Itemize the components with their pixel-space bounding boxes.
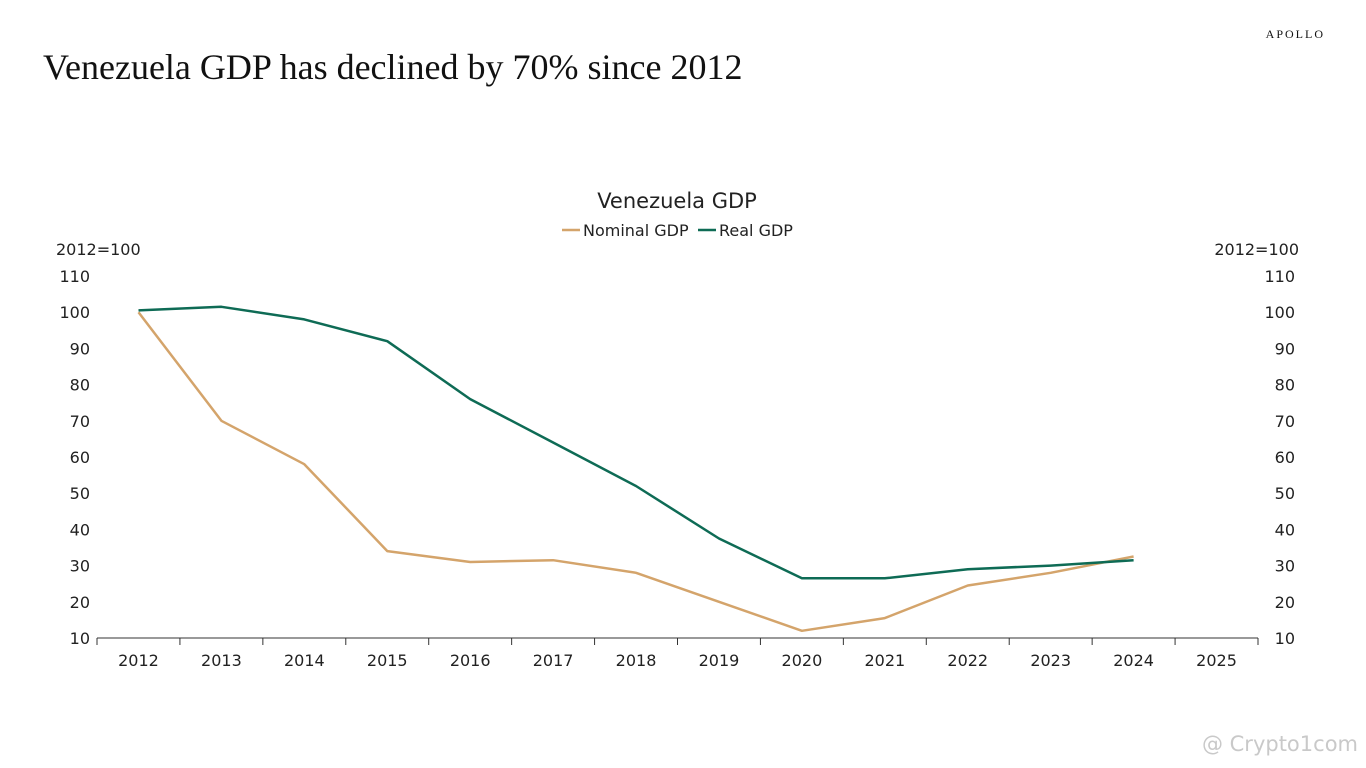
series-layer: [137, 305, 1134, 633]
y-tick-label-left: 10: [70, 629, 90, 648]
y-tick-label-left: 60: [70, 448, 90, 467]
y-axis-right: 10 20 30 40 50 60 70 80 90 100 110: [1264, 267, 1295, 648]
brand-logo: APOLLO: [1265, 27, 1325, 41]
x-tick-label: 2025: [1196, 651, 1237, 670]
x-tick-label: 2019: [699, 651, 740, 670]
x-tick-label: 2020: [782, 651, 823, 670]
y-tick-label-left: 90: [70, 339, 90, 358]
y-tick-label-left: 30: [70, 557, 90, 576]
x-tick-label: 2023: [1030, 651, 1071, 670]
y-tick-label-left: 20: [70, 593, 90, 612]
x-tick-label: 2013: [201, 651, 242, 670]
headline: Venezuela GDP has declined by 70% since …: [43, 47, 743, 87]
y-tick-label-right: 110: [1264, 267, 1295, 286]
y-tick-label-left: 40: [70, 520, 90, 539]
x-tick-label: 2015: [367, 651, 408, 670]
x-tick-label: 2012: [118, 651, 159, 670]
y-tick-label-right: 80: [1275, 376, 1295, 395]
y-tick-label-right: 60: [1275, 448, 1295, 467]
x-tick-label: 2014: [284, 651, 325, 670]
x-tick-label: 2022: [947, 651, 988, 670]
x-tick-label: 2024: [1113, 651, 1154, 670]
x-tick-label: 2016: [450, 651, 491, 670]
y-axis-left: 10 20 30 40 50 60 70 80 90 100 110: [59, 267, 90, 648]
y-tick-label-left: 70: [70, 412, 90, 431]
y-tick-label-right: 10: [1275, 629, 1295, 648]
legend: Nominal GDP Real GDP: [562, 221, 793, 240]
legend-label-real: Real GDP: [719, 221, 793, 240]
y-tick-label-left: 110: [59, 267, 90, 286]
nominal-gdp-line: [137, 311, 1134, 633]
legend-label-nominal: Nominal GDP: [583, 221, 689, 240]
chart-title: Venezuela GDP: [597, 189, 757, 213]
y-tick-label-right: 70: [1275, 412, 1295, 431]
x-tick-label: 2018: [616, 651, 657, 670]
x-tick-label: 2017: [533, 651, 574, 670]
y-tick-label-left: 100: [59, 303, 90, 322]
watermark: @ Crypto1com: [1201, 732, 1358, 756]
y-tick-label-right: 30: [1275, 557, 1295, 576]
y-tick-label-left: 50: [70, 484, 90, 503]
y-tick-label-right: 20: [1275, 593, 1295, 612]
x-axis: 2012 2013 2014 2015 2016 2017 2018 2019 2020 2021…: [96, 638, 1259, 670]
y-tick-label-left: 80: [70, 376, 90, 395]
y-tick-label-right: 100: [1264, 303, 1295, 322]
y-axis-unit-right: 2012=100: [1214, 240, 1299, 259]
y-tick-label-right: 90: [1275, 339, 1295, 358]
y-tick-label-right: 40: [1275, 520, 1295, 539]
x-tick-label: 2021: [864, 651, 905, 670]
y-axis-unit-left: 2012=100: [56, 240, 141, 259]
real-gdp-line: [138, 305, 1134, 580]
y-tick-label-right: 50: [1275, 484, 1295, 503]
